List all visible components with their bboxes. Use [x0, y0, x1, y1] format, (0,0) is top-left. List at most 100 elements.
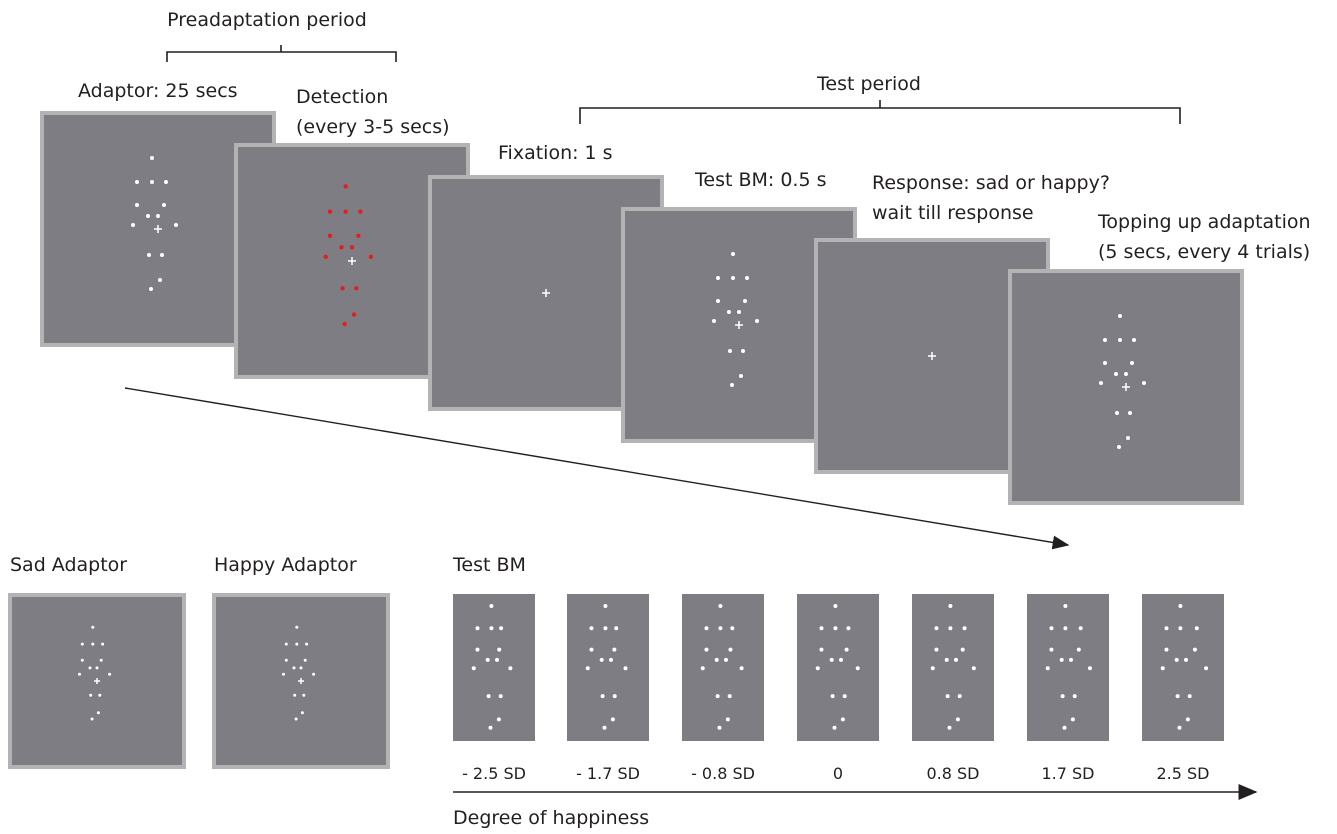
point-light [81, 643, 84, 646]
test-stimulus [682, 594, 764, 741]
test-stimulus [453, 594, 535, 741]
point-light [156, 214, 160, 218]
point-light [499, 626, 503, 630]
point-light [728, 648, 732, 652]
point-light [833, 604, 837, 608]
level-label: - 2.5 SD [462, 764, 526, 783]
point-light [963, 626, 967, 630]
level-label: 1.7 SD [1041, 764, 1094, 783]
point-light [1049, 626, 1053, 630]
level-label: 2.5 SD [1156, 764, 1209, 783]
point-light [816, 666, 820, 670]
point-light [328, 234, 332, 238]
bracket [580, 100, 1180, 124]
point-light [961, 648, 965, 652]
point-light [285, 659, 288, 662]
point-light [164, 180, 168, 184]
point-light [489, 626, 493, 630]
point-light [600, 658, 604, 662]
point-light [730, 383, 734, 387]
point-light [715, 658, 719, 662]
point-light [301, 711, 304, 714]
point-light [948, 604, 952, 608]
point-light [350, 245, 354, 249]
figure: Preadaptation period Test period Adaptor… [0, 0, 1337, 830]
point-light [945, 658, 949, 662]
point-light [956, 717, 960, 721]
point-light [586, 666, 590, 670]
point-light [305, 643, 308, 646]
frame-label: wait till response [872, 202, 1034, 224]
point-light [931, 666, 935, 670]
point-light [304, 659, 307, 662]
point-light [1128, 411, 1132, 415]
point-light [293, 666, 296, 669]
point-light [285, 643, 288, 646]
point-light [324, 255, 328, 259]
point-light [1204, 666, 1208, 670]
point-light [96, 666, 99, 669]
point-light [948, 626, 952, 630]
point-light [601, 694, 605, 698]
point-light [934, 648, 938, 652]
test-stimulus [912, 594, 994, 741]
point-light [1178, 626, 1182, 630]
point-light [1063, 626, 1067, 630]
test-stimulus [1142, 594, 1224, 741]
point-light [728, 694, 732, 698]
point-light [739, 374, 743, 378]
point-light [91, 626, 94, 629]
point-light [1114, 372, 1118, 376]
point-light [89, 694, 92, 697]
level-label: - 1.7 SD [576, 764, 640, 783]
point-light [1077, 648, 1081, 652]
point-light [1046, 666, 1050, 670]
point-light [1164, 648, 1168, 652]
point-light [1073, 694, 1077, 698]
test-title: Test BM [452, 554, 526, 576]
point-light [724, 658, 728, 662]
bracket-label: Test period [816, 73, 921, 95]
point-light [1103, 338, 1107, 342]
point-light [1115, 411, 1119, 415]
point-light [819, 626, 823, 630]
point-light [81, 659, 84, 662]
point-light [295, 643, 298, 646]
point-light [589, 648, 593, 652]
point-light [174, 223, 178, 227]
point-light [1060, 658, 1064, 662]
frame-label: Response: sad or happy? [872, 172, 1110, 194]
point-light [131, 223, 135, 227]
point-light [727, 310, 731, 314]
point-light [730, 626, 734, 630]
point-light [146, 214, 150, 218]
point-light [97, 711, 100, 714]
point-light [149, 287, 153, 291]
point-light [342, 322, 346, 326]
point-light [1062, 726, 1066, 730]
point-light [162, 203, 166, 207]
point-light [98, 694, 101, 697]
point-light [954, 658, 958, 662]
point-light [832, 726, 836, 730]
point-light [1132, 338, 1136, 342]
point-light [135, 203, 139, 207]
point-light [475, 648, 479, 652]
point-light [958, 694, 962, 698]
point-light [150, 180, 154, 184]
point-light [741, 349, 745, 353]
point-light [487, 694, 491, 698]
point-light [726, 717, 730, 721]
test-stimulus [567, 594, 649, 741]
point-light [1079, 626, 1083, 630]
point-light [1063, 604, 1067, 608]
point-light [947, 726, 951, 730]
point-light [295, 718, 298, 721]
point-light [1118, 314, 1122, 318]
point-light [716, 694, 720, 698]
point-light [1184, 658, 1188, 662]
point-light [339, 245, 343, 249]
point-light [282, 673, 285, 676]
point-light [1069, 658, 1073, 662]
point-light [833, 626, 837, 630]
